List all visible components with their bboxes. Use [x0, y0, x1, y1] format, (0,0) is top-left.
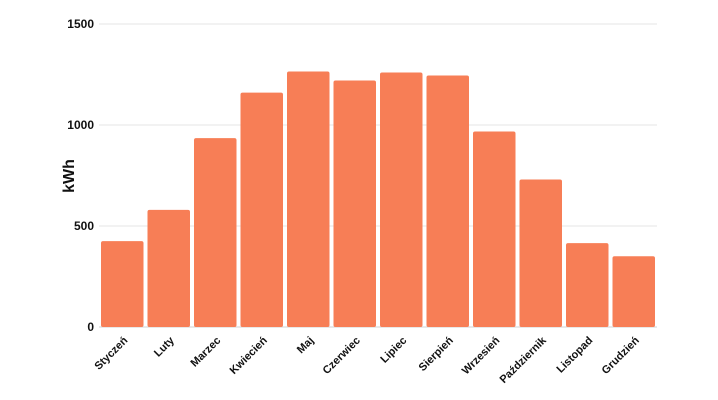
- bar: [333, 80, 376, 327]
- bar: [240, 92, 283, 328]
- bar: [147, 209, 190, 327]
- x-tick-label: Marzec: [189, 335, 224, 370]
- x-tick-label: Sierpień: [417, 334, 456, 373]
- x-axis-ticks: Styczeń Luty Marzec Kwiecień Maj Czerwiec Lipi…: [92, 334, 642, 386]
- x-tick-label: Luty: [152, 334, 178, 360]
- bar: [380, 72, 423, 327]
- bar: [287, 71, 330, 327]
- x-tick-label: Kwiecień: [228, 334, 270, 376]
- bar: [519, 179, 562, 327]
- x-tick-label: Czerwiec: [321, 335, 363, 377]
- x-tick-label: Grudzień: [600, 334, 642, 376]
- x-tick-label: Październik: [498, 334, 550, 386]
- y-tick-label: 1000: [67, 118, 94, 132]
- bar: [473, 131, 516, 327]
- x-tick-label: Styczeń: [92, 334, 130, 372]
- x-tick-label: Wrzesień: [460, 334, 503, 377]
- grid-layer: [99, 23, 657, 328]
- bar: [612, 256, 655, 327]
- y-tick-label: 0: [87, 320, 94, 334]
- y-axis-ticks: 0 500 1000 1500: [67, 17, 94, 334]
- bar: [194, 138, 237, 327]
- bar-layer: [101, 71, 655, 328]
- x-tick-label: Lipiec: [378, 335, 409, 366]
- bar: [426, 75, 469, 327]
- y-axis-title: kWh: [61, 159, 78, 193]
- y-tick-label: 1500: [67, 17, 94, 31]
- x-tick-label: Maj: [295, 335, 316, 356]
- bar: [101, 241, 144, 327]
- y-tick-label: 500: [74, 219, 94, 233]
- bar: [566, 243, 609, 327]
- x-tick-label: Listopad: [554, 335, 595, 376]
